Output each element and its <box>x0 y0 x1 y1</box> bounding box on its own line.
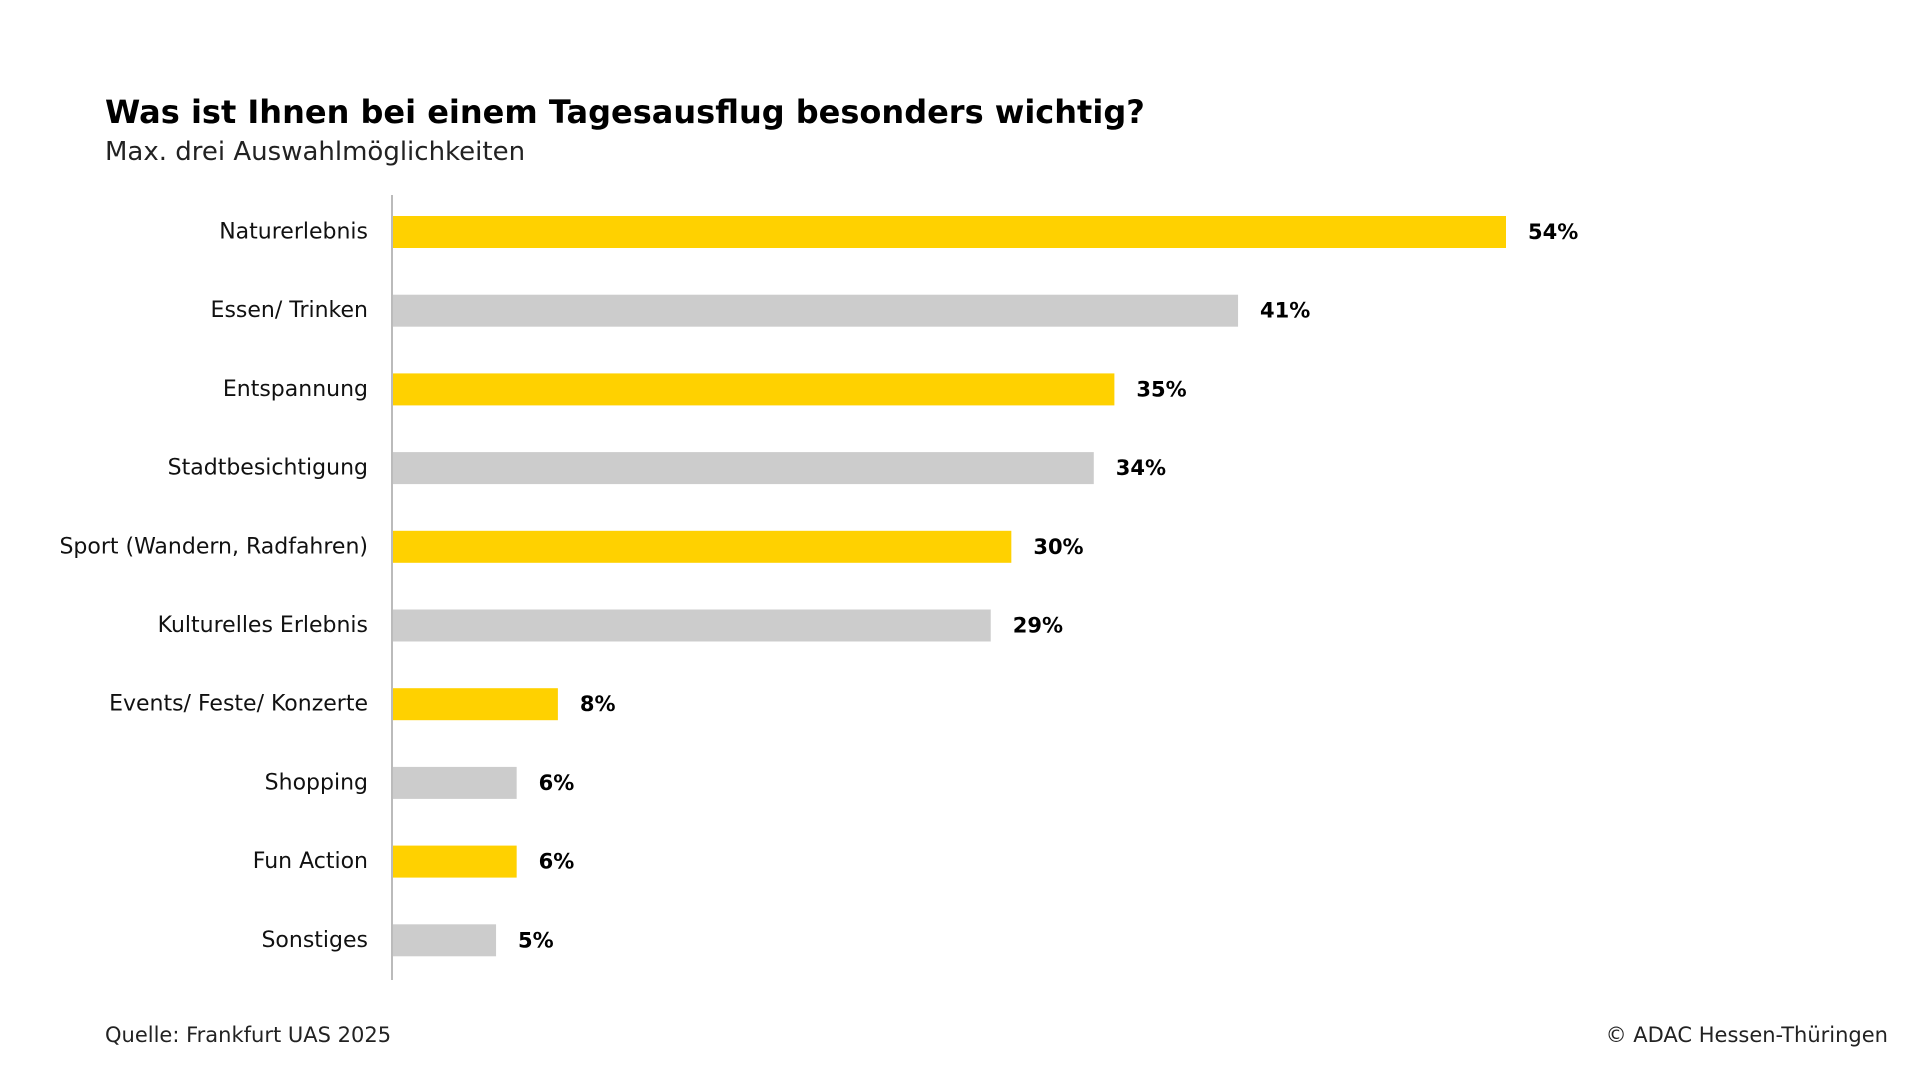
category-label: Essen/ Trinken <box>211 298 368 323</box>
category-label: Naturerlebnis <box>219 220 368 245</box>
bar <box>393 530 1012 563</box>
bar <box>393 294 1239 327</box>
bar <box>393 924 497 957</box>
bar <box>393 766 517 799</box>
value-label: 6% <box>539 850 575 874</box>
category-label: Kulturelles Erlebnis <box>158 613 368 638</box>
value-label: 41% <box>1260 299 1310 323</box>
value-label: 8% <box>580 692 616 716</box>
category-label: Sonstiges <box>261 928 368 953</box>
category-label: Stadtbesichtigung <box>168 456 368 481</box>
value-label: 54% <box>1528 220 1578 244</box>
bar <box>393 216 1506 248</box>
category-label: Events/ Feste/ Konzerte <box>109 692 368 717</box>
value-label: 30% <box>1033 535 1083 559</box>
source-note: Quelle: Frankfurt UAS 2025 <box>105 1023 392 1047</box>
value-label: 5% <box>518 928 554 952</box>
bar <box>393 609 991 642</box>
category-label: Fun Action <box>253 849 368 874</box>
value-label: 35% <box>1136 377 1186 401</box>
value-label: 34% <box>1116 456 1166 480</box>
category-label: Shopping <box>265 770 368 795</box>
category-label: Entspannung <box>223 377 368 402</box>
copyright-note: © ADAC Hessen-Thüringen <box>1605 1023 1888 1047</box>
bar <box>393 688 558 721</box>
value-label: 29% <box>1013 614 1063 638</box>
bar <box>393 452 1094 485</box>
chart-title: Was ist Ihnen bei einem Tagesausflug bes… <box>105 93 1145 131</box>
bar-chart: Naturerlebnis 54% Essen/ Trinken 41% Entspan… <box>59 195 1578 980</box>
chart-subtitle: Max. drei Auswahlmöglichkeiten <box>105 137 526 167</box>
value-label: 6% <box>539 771 575 795</box>
bar <box>393 373 1115 406</box>
category-label: Sport (Wandern, Radfahren) <box>59 534 368 559</box>
bar <box>393 845 517 878</box>
